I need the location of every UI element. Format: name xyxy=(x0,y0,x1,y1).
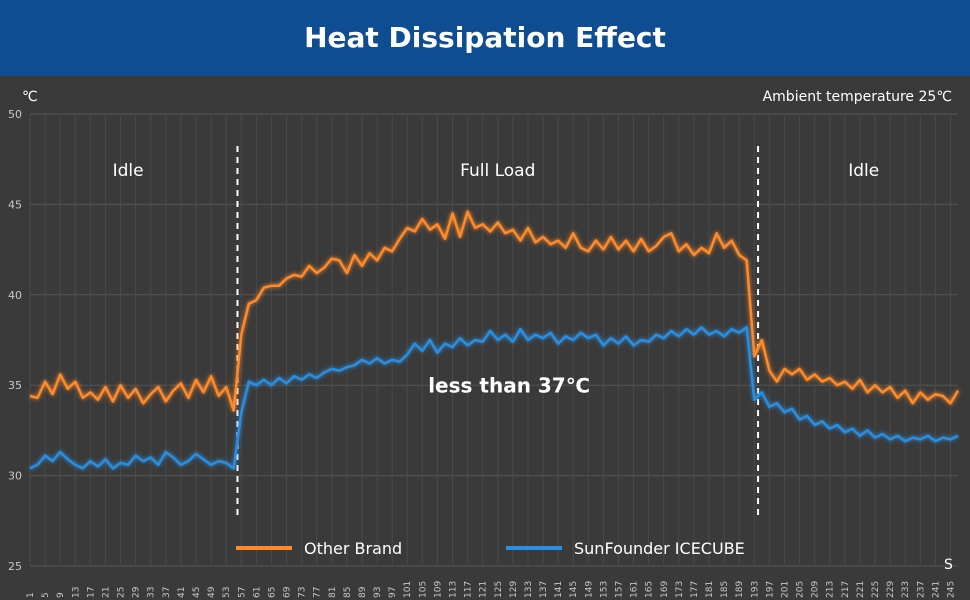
x-tick-label: 25 xyxy=(117,587,127,598)
x-tick-label: 213 xyxy=(826,581,836,598)
x-tick-label: 193 xyxy=(750,581,760,598)
x-tick-label: 189 xyxy=(735,581,745,598)
y-tick-label: 50 xyxy=(8,108,22,121)
x-tick-label: 181 xyxy=(705,581,715,598)
x-tick-label: 177 xyxy=(690,581,700,598)
x-tick-label: 89 xyxy=(358,586,368,598)
x-tick-label: 201 xyxy=(780,581,790,598)
x-tick-label: 229 xyxy=(886,581,896,598)
x-tick-label: 173 xyxy=(675,581,685,598)
x-tick-label: 77 xyxy=(313,587,323,598)
x-tick-label: 221 xyxy=(856,581,866,598)
x-tick-label: 197 xyxy=(765,581,775,598)
x-tick-label: 149 xyxy=(584,581,594,598)
x-tick-label: 141 xyxy=(554,581,564,598)
series-line-sunfounder-icecube xyxy=(29,326,959,470)
x-tick-label: 165 xyxy=(645,581,655,598)
x-tick-label: 145 xyxy=(569,581,579,598)
series-lines xyxy=(29,210,960,470)
x-tick-label: 57 xyxy=(237,587,247,598)
x-tick-label: 9 xyxy=(56,592,66,598)
x-tick-label: 61 xyxy=(252,587,262,598)
y-tick-label: 40 xyxy=(8,289,22,302)
x-tick-label: 5 xyxy=(41,592,51,598)
x-tick-label: 157 xyxy=(614,581,624,598)
phase-label: Full Load xyxy=(460,161,535,181)
x-tick-label: 133 xyxy=(524,581,534,598)
x-tick-label: 101 xyxy=(403,581,413,598)
x-tick-label: 129 xyxy=(509,581,519,598)
x-tick-label: 49 xyxy=(207,586,217,598)
x-tick-label: 81 xyxy=(328,587,338,598)
y-tick-label: 25 xyxy=(8,560,22,573)
x-tick-label: 161 xyxy=(630,581,640,598)
x-unit-label: S xyxy=(944,557,953,573)
legend-label: SunFounder ICECUBE xyxy=(574,539,745,558)
x-tick-label: 13 xyxy=(71,587,81,598)
title-banner: Heat Dissipation Effect xyxy=(0,0,970,76)
x-tick-label: 169 xyxy=(660,581,670,598)
chart-title: Heat Dissipation Effect xyxy=(304,21,666,54)
x-tick-label: 93 xyxy=(373,587,383,598)
annotation-label: less than 37℃ xyxy=(428,373,590,397)
phase-label: Idle xyxy=(113,161,144,181)
x-tick-label: 113 xyxy=(449,581,459,598)
series-line-other-brand xyxy=(29,210,960,412)
x-tick-label: 73 xyxy=(298,587,308,598)
x-tick-label: 37 xyxy=(162,587,172,598)
y-unit-label: ℃ xyxy=(22,89,38,105)
axes: 25 30 35 40 45 50 1 5 9 13 17 21 25 29 33 37 41 45 49 53 57 6… xyxy=(8,108,956,598)
x-tick-label: 53 xyxy=(222,587,232,598)
x-tick-label: 117 xyxy=(464,581,474,598)
x-tick-label: 241 xyxy=(931,581,941,598)
x-tick-label: 237 xyxy=(916,581,926,598)
phase-boundaries xyxy=(236,146,760,516)
x-tick-label: 121 xyxy=(479,581,489,598)
phase-label: Idle xyxy=(848,161,879,181)
x-tick-label: 41 xyxy=(177,587,187,598)
x-tick-label: 125 xyxy=(494,581,504,598)
x-tick-label: 209 xyxy=(811,581,821,598)
x-tick-label: 17 xyxy=(86,587,96,598)
y-tick-label: 35 xyxy=(8,379,22,392)
x-tick-label: 137 xyxy=(539,581,549,598)
x-tick-label: 233 xyxy=(901,581,911,598)
x-tick-label: 21 xyxy=(101,587,111,598)
x-tick-label: 105 xyxy=(418,581,428,598)
x-tick-label: 245 xyxy=(946,581,956,598)
y-tick-label: 45 xyxy=(8,198,22,211)
legend: Other Brand SunFounder ICECUBE xyxy=(236,539,745,558)
chart-labels: ℃ S Ambient temperature 25℃ less than 37… xyxy=(22,89,953,573)
x-tick-label: 185 xyxy=(720,581,730,598)
x-tick-label: 65 xyxy=(267,587,277,598)
x-tick-label: 109 xyxy=(433,581,443,598)
x-tick-label: 33 xyxy=(147,587,157,598)
x-tick-label: 85 xyxy=(343,587,353,598)
x-tick-label: 29 xyxy=(132,586,142,598)
x-tick-label: 69 xyxy=(283,586,293,598)
x-tick-label: 217 xyxy=(841,581,851,598)
x-tick-label: 45 xyxy=(192,587,202,598)
x-tick-label: 97 xyxy=(388,587,398,598)
y-tick-label: 30 xyxy=(8,470,22,483)
ambient-note: Ambient temperature 25℃ xyxy=(763,89,952,105)
x-tick-label: 225 xyxy=(871,581,881,598)
x-tick-label: 205 xyxy=(796,581,806,598)
x-tick-label: 153 xyxy=(599,581,609,598)
grid xyxy=(29,113,958,567)
x-tick-label: 1 xyxy=(26,592,36,598)
legend-label: Other Brand xyxy=(304,539,402,558)
